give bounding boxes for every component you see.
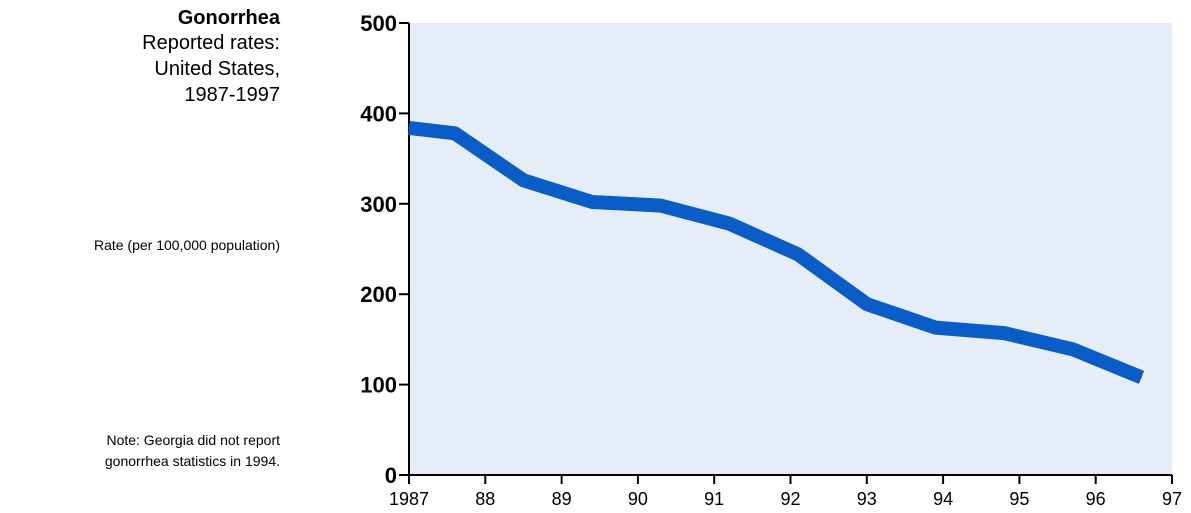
note-line: gonorrhea statistics in 1994.: [104, 453, 280, 469]
x-tick-label: 90: [628, 489, 648, 509]
data-point: [866, 303, 868, 305]
data-point: [1003, 332, 1005, 334]
chart-subtitle: Reported rates: United States, 1987-1997: [40, 30, 280, 108]
y-tick-label: 200: [360, 282, 397, 307]
data-point: [660, 205, 662, 207]
note-line: Note: Georgia did not report: [106, 432, 280, 448]
data-point: [935, 327, 936, 329]
y-tick-label: 100: [360, 373, 397, 398]
x-tick-label: 97: [1162, 489, 1182, 509]
y-tick-label: 400: [360, 101, 397, 126]
subtitle-line: Reported rates:: [142, 32, 280, 54]
data-point: [591, 201, 593, 203]
x-tick-label: 93: [857, 489, 877, 509]
subtitle-line: United States,: [154, 58, 280, 80]
x-tick-label: 92: [780, 489, 800, 509]
x-tick-label: 88: [475, 489, 495, 509]
x-tick-label: 95: [1009, 489, 1029, 509]
data-point: [1141, 376, 1142, 378]
data-point: [523, 179, 524, 181]
x-tick-label: 1987: [389, 489, 429, 509]
series-line: [408, 120, 1145, 384]
x-tick-label: 91: [704, 489, 724, 509]
y-axis-label: Rate (per 100,000 population): [93, 237, 280, 253]
y-tick-label: 500: [360, 11, 397, 36]
chart-title: Gonorrhea: [177, 7, 280, 29]
footnote: Note: Georgia did not report gonorrhea s…: [0, 430, 280, 472]
x-tick-label: 94: [933, 489, 953, 509]
x-tick-label: 89: [552, 489, 572, 509]
y-tick-label: 300: [360, 192, 397, 217]
subtitle-line: 1987-1997: [184, 84, 280, 106]
data-point: [408, 127, 410, 129]
data-point: [1072, 348, 1074, 350]
data-point: [797, 253, 799, 255]
x-tick-label: 96: [1086, 489, 1106, 509]
data-point: [454, 132, 456, 134]
y-tick-label: 0: [385, 463, 397, 488]
data-point: [729, 223, 730, 225]
